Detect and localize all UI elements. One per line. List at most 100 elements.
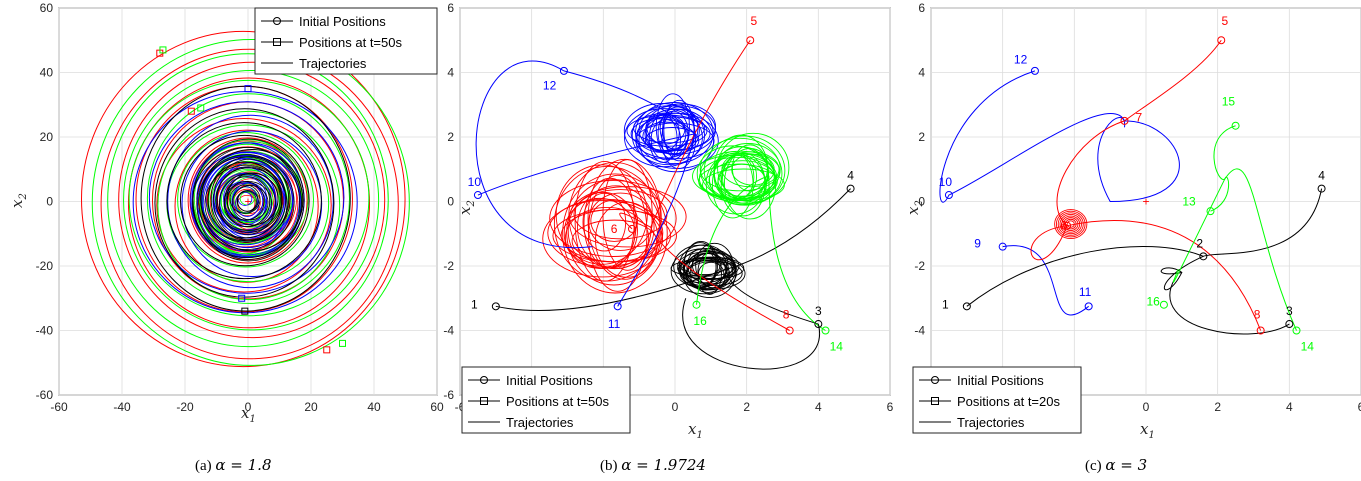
attractor-loop-1 xyxy=(644,116,687,152)
final-position-marker xyxy=(339,339,346,347)
attractor-loop-1 xyxy=(648,114,678,163)
x-tick-label: 6 xyxy=(887,400,894,414)
y-tick-label: 0 xyxy=(447,195,454,209)
initial-position-marker xyxy=(1231,121,1240,130)
attractor-loop-0 xyxy=(562,173,668,294)
agent-label: 14 xyxy=(830,340,844,354)
agent-label: 14 xyxy=(1301,340,1315,354)
attractor-loop-1 xyxy=(657,110,689,156)
agent-label: 3 xyxy=(1286,304,1293,318)
x-tick-label: 4 xyxy=(815,400,822,414)
initial-position-marker xyxy=(1120,116,1129,125)
spiral-loop xyxy=(1055,210,1086,238)
agent-label: 8 xyxy=(1254,307,1261,321)
trajectory-2 xyxy=(148,101,345,294)
attractor-loop-0 xyxy=(542,199,664,278)
y-tick-label: 2 xyxy=(447,130,454,144)
trajectory-inner-3 xyxy=(200,156,291,242)
ylabel-a: x2 xyxy=(8,193,29,208)
initial-position-marker xyxy=(1084,302,1093,311)
y-tick-label: -4 xyxy=(914,324,925,338)
y-tick-label: 2 xyxy=(918,130,925,144)
agent-label: 6 xyxy=(1060,219,1067,233)
trajectory xyxy=(1169,278,1290,335)
x-tick-label: 20 xyxy=(304,400,318,414)
trajectory xyxy=(966,188,1323,307)
trajectory-3 xyxy=(207,161,283,239)
attractor-loop-1 xyxy=(655,93,690,160)
y-tick-label: -4 xyxy=(443,324,454,338)
initial-position-marker xyxy=(491,302,500,311)
initial-position-marker xyxy=(1317,184,1326,193)
attractor-loop-2 xyxy=(713,134,769,204)
trajectory-loop xyxy=(475,60,593,249)
legend-c: Initial Positions Positions at t=20s Tra… xyxy=(912,366,1082,434)
trajectory xyxy=(1097,117,1180,203)
attractor-loop-1 xyxy=(623,103,700,159)
agent-label: 2 xyxy=(1196,236,1203,250)
trajectory-agent-4 xyxy=(726,188,851,270)
y-tick-label: -2 xyxy=(914,259,925,273)
y-tick-label: -40 xyxy=(36,324,54,338)
attractor-loop-0 xyxy=(574,160,635,282)
x-tick-label: 4 xyxy=(1286,400,1293,414)
initial-position-marker xyxy=(998,242,1007,251)
trajectory xyxy=(1002,245,1089,316)
initial-position-marker xyxy=(692,300,701,309)
x-tick-label: 2 xyxy=(1214,400,1221,414)
trajectory xyxy=(939,70,1125,203)
trajectory-inner-3 xyxy=(219,173,276,235)
y-tick-label: 4 xyxy=(447,66,454,80)
legend-b: Initial Positions Positions at t=50s Tra… xyxy=(461,366,631,434)
x-tick-label: 40 xyxy=(367,400,381,414)
y-tick-label: 6 xyxy=(447,1,454,15)
trajectory-0 xyxy=(187,137,308,264)
trajectory-0 xyxy=(174,129,319,283)
initial-position-marker xyxy=(1159,300,1168,309)
trajectory-1 xyxy=(177,132,314,268)
initial-position-marker xyxy=(746,36,755,45)
attractor-loop-0 xyxy=(567,191,638,270)
markers-a: + xyxy=(156,46,346,354)
ticks-a: -60 -40 -20 0 20 40 60 -60 -40 -20 0 20 40 60 xyxy=(36,1,444,414)
grid-c xyxy=(930,7,1361,396)
x-tick-label: 0 xyxy=(245,400,252,414)
agent-label: 15 xyxy=(1222,95,1236,109)
initial-position-marker xyxy=(785,326,794,335)
trajectory-0 xyxy=(156,118,332,293)
attractor-loop-3 xyxy=(677,256,745,280)
trajectory-inner-3 xyxy=(213,158,287,241)
agent-label: 1 xyxy=(471,298,478,312)
x-tick-label: 6 xyxy=(1358,400,1361,414)
trajectory-0 xyxy=(81,30,406,368)
final-position-marker xyxy=(241,307,249,315)
trajectory-agent-14 xyxy=(768,175,826,331)
y-tick-label: 6 xyxy=(918,1,925,15)
attractor-loop-0 xyxy=(560,208,672,263)
trajectory-1 xyxy=(157,110,341,301)
attractor-loop-0 xyxy=(590,199,639,242)
trajectory-inner-3 xyxy=(229,184,261,214)
xlabel-a: x1 xyxy=(241,404,256,425)
trajectory-inner-3 xyxy=(192,138,305,262)
spiral-loop xyxy=(1059,213,1082,235)
final-position-marker xyxy=(238,294,246,302)
attractor-loop-1 xyxy=(663,99,695,162)
agent-label: 6 xyxy=(611,222,618,236)
agent-label: 4 xyxy=(847,169,854,183)
agent-label: 10 xyxy=(468,175,482,189)
trajectory-3 xyxy=(200,148,304,252)
initial-position-marker xyxy=(1217,36,1226,45)
attractor-loop-2 xyxy=(700,150,781,192)
y-tick-label: -20 xyxy=(36,259,54,273)
agent-label: 3 xyxy=(815,304,822,318)
markers-b: 1 3 4 5 6 8 10 11 12 14 16 xyxy=(468,14,855,354)
spiral-loop xyxy=(1064,218,1077,230)
trajectory xyxy=(1056,39,1222,227)
traces-c xyxy=(939,39,1323,335)
trajectory-inner-3 xyxy=(192,146,302,259)
attractor-loop-1 xyxy=(635,102,714,165)
